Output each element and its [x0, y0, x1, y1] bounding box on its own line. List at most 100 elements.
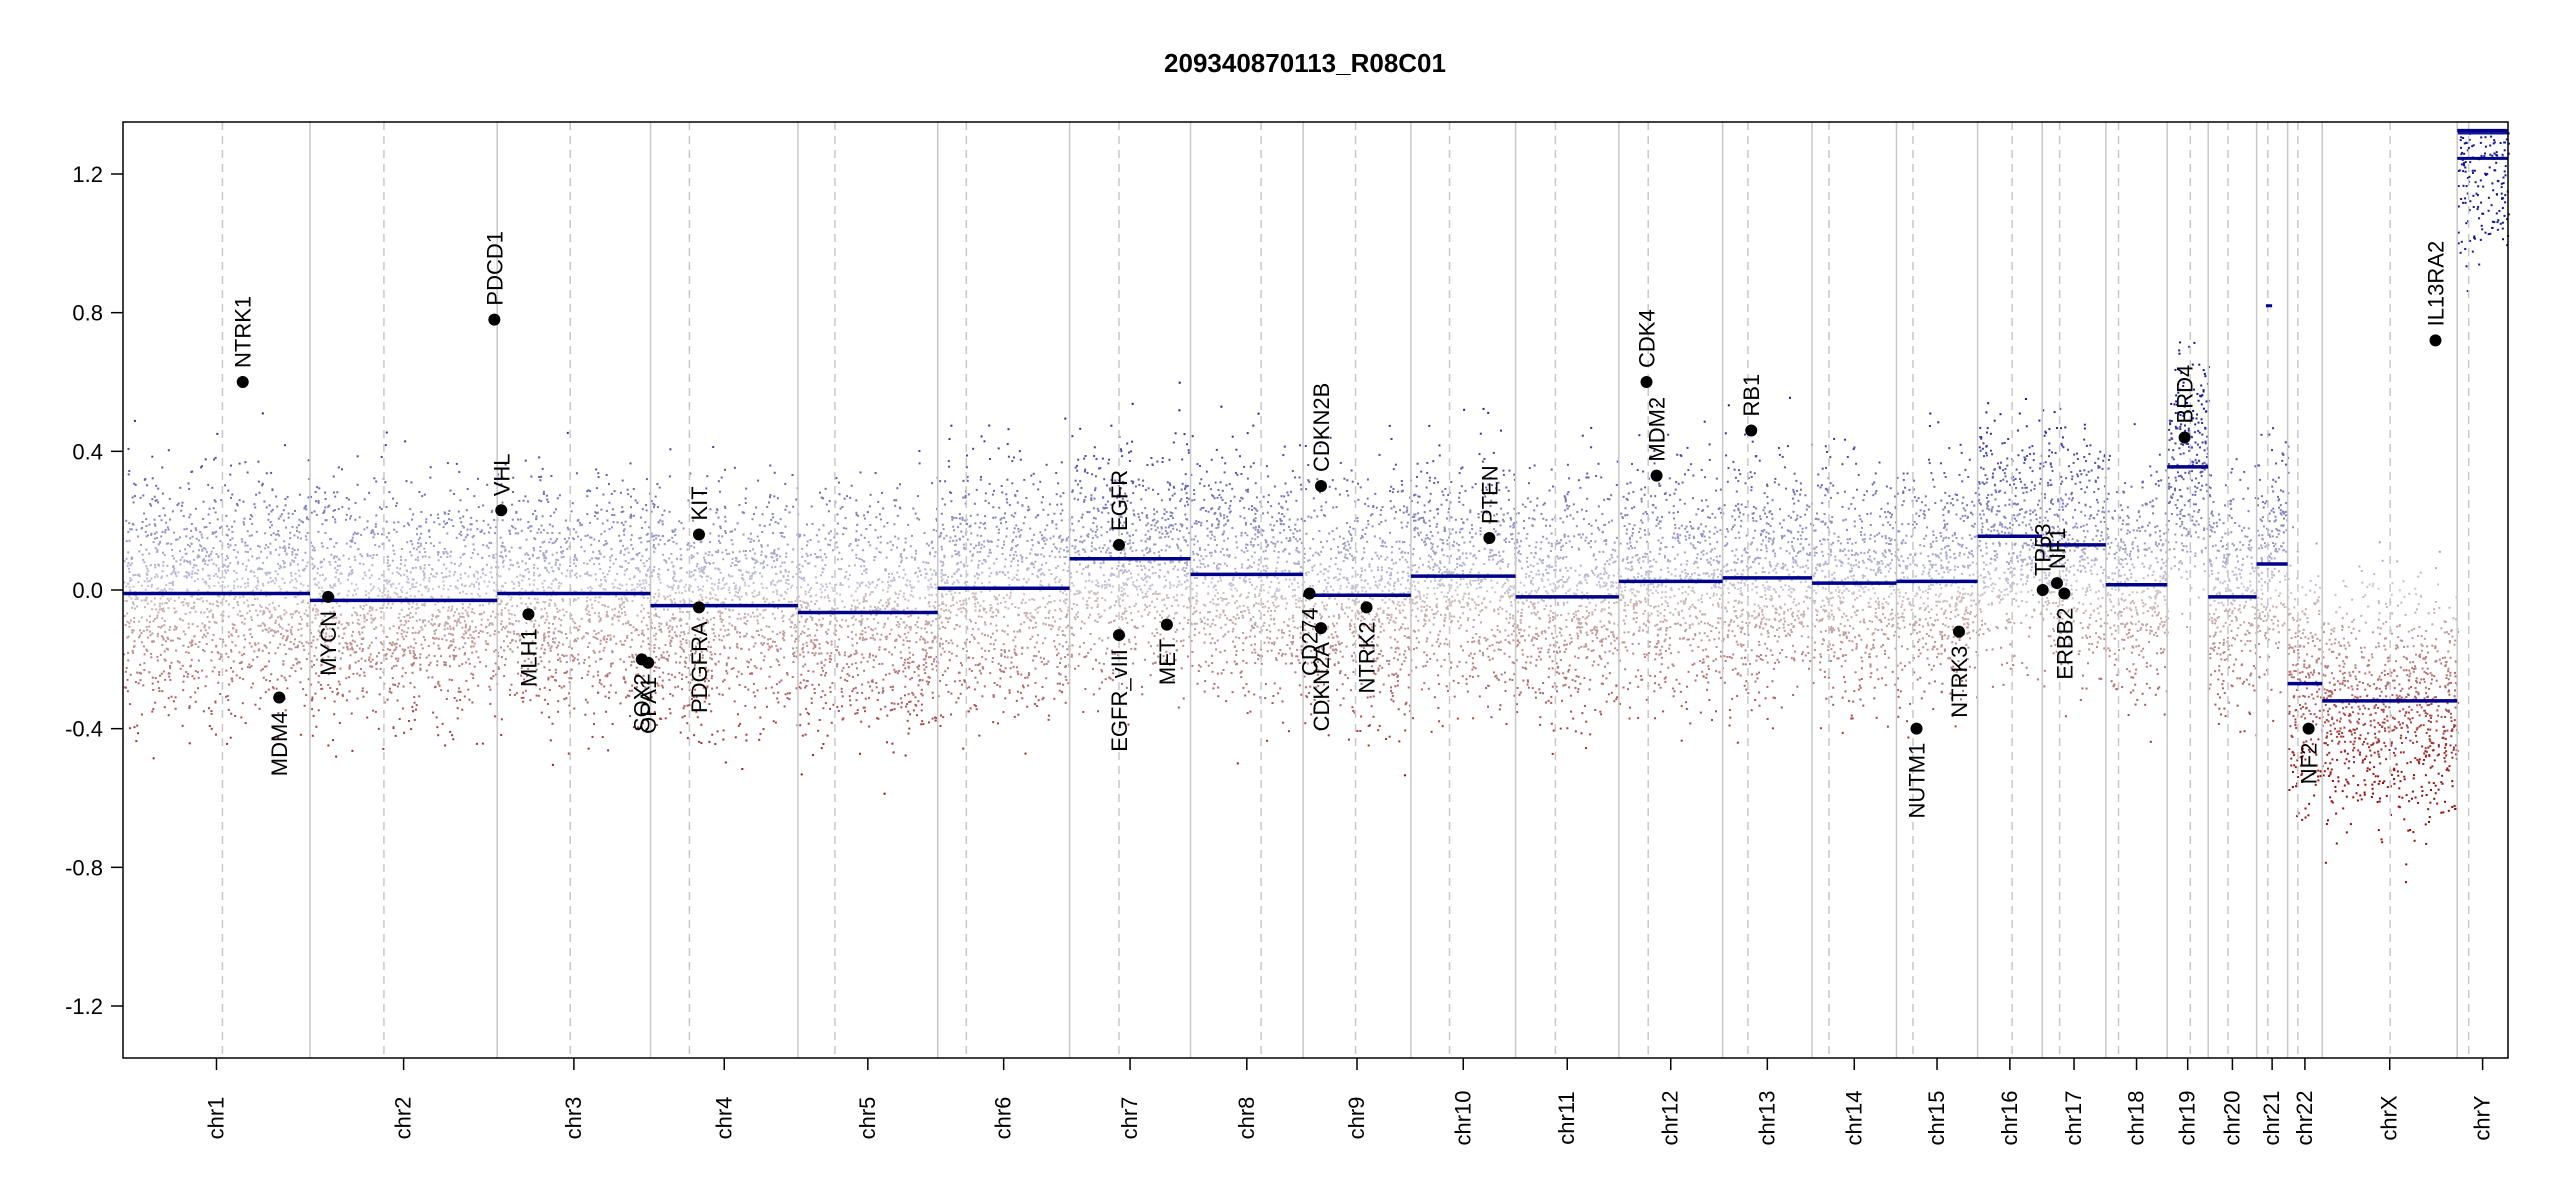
- probe-point: [321, 573, 324, 576]
- probe-point: [274, 548, 277, 551]
- probe-point: [325, 651, 328, 653]
- probe-point: [130, 556, 133, 559]
- probe-point: [904, 573, 907, 576]
- probe-point: [162, 507, 165, 510]
- probe-point: [805, 684, 808, 687]
- probe-point: [396, 685, 399, 688]
- probe-point: [634, 499, 637, 502]
- probe-point: [278, 534, 281, 537]
- probe-point: [317, 530, 320, 533]
- probe-point: [566, 547, 569, 550]
- probe-point: [598, 650, 601, 653]
- probe-point: [782, 632, 785, 635]
- probe-point: [761, 562, 764, 565]
- probe-point: [896, 514, 899, 517]
- probe-point: [514, 527, 517, 530]
- probe-point: [321, 601, 323, 604]
- probe-point: [194, 527, 197, 530]
- probe-point: [766, 505, 769, 508]
- probe-point: [491, 509, 494, 512]
- probe-point: [198, 641, 201, 643]
- probe-point: [846, 673, 849, 676]
- probe-point: [635, 673, 638, 676]
- probe-point: [247, 578, 250, 581]
- probe-point: [503, 649, 506, 652]
- probe-point: [702, 569, 705, 572]
- probe-point: [630, 513, 632, 516]
- probe-point: [619, 550, 622, 553]
- probe-point: [557, 700, 560, 703]
- probe-point: [756, 689, 759, 692]
- probe-point: [934, 587, 937, 589]
- probe-point: [565, 610, 568, 613]
- probe-point: [739, 617, 742, 620]
- probe-point: [156, 614, 159, 617]
- probe-point: [703, 567, 706, 570]
- probe-point: [468, 662, 471, 665]
- probe-point: [125, 585, 128, 588]
- probe-point: [624, 639, 627, 642]
- probe-point: [297, 628, 300, 631]
- probe-point: [688, 704, 691, 707]
- probe-point: [687, 542, 690, 544]
- probe-point: [230, 633, 233, 636]
- probe-point: [134, 573, 137, 576]
- probe-point: [299, 681, 302, 684]
- probe-point: [613, 514, 616, 517]
- probe-point: [428, 556, 431, 559]
- probe-point: [206, 608, 209, 611]
- probe-point: [440, 595, 443, 598]
- probe-point: [273, 582, 276, 585]
- probe-point: [592, 551, 595, 554]
- probe-point: [127, 562, 130, 564]
- probe-point: [406, 597, 409, 600]
- probe-point: [909, 678, 912, 681]
- probe-point: [308, 652, 311, 655]
- probe-point: [165, 542, 168, 545]
- probe-point: [640, 645, 643, 648]
- probe-point: [781, 561, 784, 564]
- probe-point: [449, 665, 451, 668]
- probe-point: [140, 599, 143, 602]
- probe-point: [705, 696, 707, 699]
- probe-point: [856, 544, 859, 547]
- probe-point: [787, 574, 789, 577]
- probe-point: [261, 484, 264, 487]
- probe-point: [195, 529, 198, 531]
- probe-point: [724, 629, 727, 632]
- probe-point: [462, 515, 465, 518]
- probe-point: [668, 635, 671, 637]
- probe-point: [779, 570, 782, 573]
- probe-point: [803, 625, 806, 628]
- probe-point: [212, 616, 215, 619]
- probe-point: [282, 559, 285, 562]
- probe-point: [448, 518, 451, 521]
- probe-point: [443, 563, 445, 566]
- probe-point: [189, 513, 192, 516]
- probe-point: [752, 611, 754, 614]
- probe-point: [419, 565, 422, 568]
- probe-point: [869, 685, 872, 688]
- probe-point: [232, 627, 235, 630]
- probe-point: [328, 561, 331, 563]
- probe-point: [728, 615, 731, 618]
- probe-point: [900, 556, 903, 559]
- probe-point: [400, 623, 403, 626]
- probe-point: [411, 578, 414, 581]
- probe-point: [558, 494, 561, 497]
- probe-point: [411, 583, 413, 586]
- probe-point: [289, 629, 292, 631]
- probe-point: [786, 692, 789, 695]
- probe-point: [739, 635, 742, 638]
- probe-point: [621, 584, 624, 587]
- probe-point: [509, 631, 512, 634]
- probe-point: [681, 673, 684, 676]
- probe-point: [719, 527, 722, 530]
- probe-point: [385, 506, 388, 508]
- probe-point: [636, 554, 639, 557]
- probe-point: [223, 576, 226, 579]
- probe-point: [210, 558, 213, 561]
- probe-point: [483, 532, 486, 535]
- probe-point: [557, 653, 559, 656]
- probe-point: [658, 622, 661, 625]
